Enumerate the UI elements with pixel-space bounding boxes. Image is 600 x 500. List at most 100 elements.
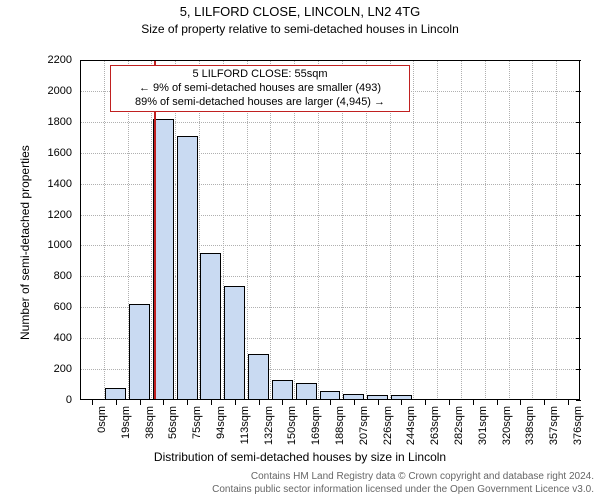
xtick-mark (306, 400, 307, 405)
xtick-label: 226sqm (382, 406, 394, 445)
annotation-line-2: ← 9% of semi-detached houses are smaller… (117, 82, 403, 96)
bar (177, 136, 198, 400)
xtick-mark (568, 400, 569, 405)
chart-title: 5, LILFORD CLOSE, LINCOLN, LN2 4TG (0, 4, 600, 19)
xtick-mark (401, 400, 402, 405)
ytick-mark (576, 400, 581, 401)
ytick-label: 1800 (48, 116, 80, 128)
xtick-label: 188sqm (334, 406, 346, 445)
ytick-mark (576, 153, 581, 154)
xtick-mark (520, 400, 521, 405)
xtick-label: 207sqm (358, 406, 370, 445)
bar (153, 119, 174, 400)
ytick-label: 1200 (48, 209, 80, 221)
xtick-label: 263sqm (429, 406, 441, 445)
xtick-label: 94sqm (215, 406, 227, 439)
bar (296, 383, 317, 400)
ytick-mark (576, 122, 581, 123)
xtick-mark (282, 400, 283, 405)
xtick-label: 56sqm (167, 406, 179, 439)
ytick-mark (576, 245, 581, 246)
xtick-mark (497, 400, 498, 405)
ytick-label: 600 (54, 301, 80, 313)
grid-line-v (437, 60, 438, 400)
xtick-label: 75sqm (191, 406, 203, 439)
footer-attribution: Contains HM Land Registry data © Crown c… (212, 471, 594, 496)
grid-line-v (413, 60, 414, 400)
bar (343, 394, 364, 400)
ytick-label: 1400 (48, 178, 80, 190)
ytick-label: 400 (54, 332, 80, 344)
grid-line-v (509, 60, 510, 400)
xtick-mark (235, 400, 236, 405)
xtick-label: 132sqm (263, 406, 275, 445)
xtick-label: 150sqm (286, 406, 298, 445)
grid-line-v (485, 60, 486, 400)
ytick-mark (576, 276, 581, 277)
xtick-label: 357sqm (548, 406, 560, 445)
xtick-mark (425, 400, 426, 405)
xtick-mark (163, 400, 164, 405)
xtick-label: 320sqm (501, 406, 513, 445)
xtick-label: 338sqm (524, 406, 536, 445)
bar (129, 304, 150, 400)
xtick-label: 38sqm (144, 406, 156, 439)
bar (391, 395, 412, 400)
xtick-label: 113sqm (239, 406, 251, 444)
grid-line-v (461, 60, 462, 400)
ytick-label: 1000 (48, 239, 80, 251)
footer-line-2: Contains public sector information licen… (212, 484, 594, 497)
xtick-mark (211, 400, 212, 405)
chart-subtitle: Size of property relative to semi-detach… (0, 22, 600, 36)
x-axis-label: Distribution of semi-detached houses by … (0, 450, 600, 464)
xtick-mark (116, 400, 117, 405)
ytick-label: 2200 (48, 54, 80, 66)
bar (248, 354, 269, 400)
chart-container: 5, LILFORD CLOSE, LINCOLN, LN2 4TG Size … (0, 0, 600, 500)
bar (200, 253, 221, 400)
bar (105, 388, 126, 400)
xtick-mark (187, 400, 188, 405)
bar (320, 391, 341, 400)
ytick-mark (576, 369, 581, 370)
footer-line-1: Contains HM Land Registry data © Crown c… (212, 471, 594, 484)
ytick-mark (576, 215, 581, 216)
xtick-mark (544, 400, 545, 405)
ytick-label: 200 (54, 363, 80, 375)
xtick-label: 169sqm (310, 406, 322, 445)
xtick-mark (473, 400, 474, 405)
xtick-mark (140, 400, 141, 405)
ytick-label: 1600 (48, 147, 80, 159)
ytick-label: 2000 (48, 85, 80, 97)
grid-line-v (556, 60, 557, 400)
xtick-label: 376sqm (572, 406, 584, 445)
annotation-box: 5 LILFORD CLOSE: 55sqm← 9% of semi-detac… (110, 65, 410, 112)
plot-area: 0200400600800100012001400160018002000220… (80, 60, 580, 400)
bar (224, 286, 245, 400)
y-axis-label: Number of semi-detached properties (18, 145, 32, 340)
xtick-label: 19sqm (120, 406, 132, 439)
xtick-label: 0sqm (96, 406, 108, 433)
xtick-mark (354, 400, 355, 405)
xtick-label: 244sqm (405, 406, 417, 445)
ytick-mark (576, 338, 581, 339)
bar (272, 380, 293, 400)
ytick-mark (576, 307, 581, 308)
ytick-mark (576, 91, 581, 92)
grid-line-v (532, 60, 533, 400)
ytick-label: 800 (54, 270, 80, 282)
grid-line-v (104, 60, 105, 400)
ytick-mark (576, 60, 581, 61)
xtick-mark (92, 400, 93, 405)
annotation-line-3: 89% of semi-detached houses are larger (… (117, 96, 403, 110)
bar (367, 395, 388, 400)
ytick-mark (576, 184, 581, 185)
xtick-mark (330, 400, 331, 405)
xtick-mark (378, 400, 379, 405)
xtick-mark (259, 400, 260, 405)
ytick-label: 0 (66, 394, 80, 406)
annotation-line-1: 5 LILFORD CLOSE: 55sqm (117, 68, 403, 82)
xtick-mark (449, 400, 450, 405)
xtick-label: 282sqm (453, 406, 465, 445)
xtick-label: 301sqm (477, 406, 489, 445)
